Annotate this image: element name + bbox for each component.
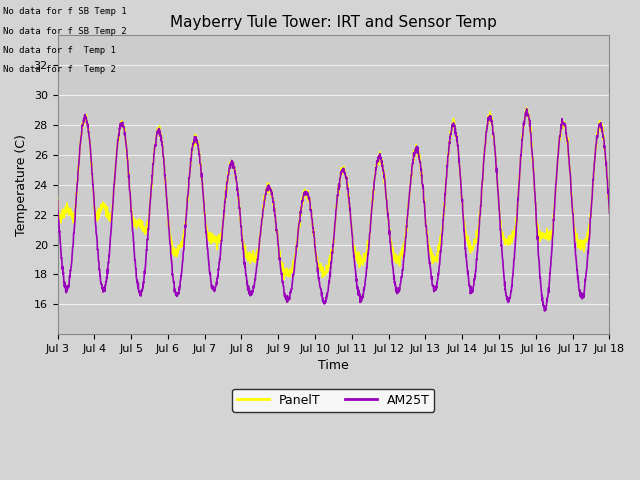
- Text: No data for f SB Temp 2: No data for f SB Temp 2: [3, 26, 127, 36]
- X-axis label: Time: Time: [318, 360, 349, 372]
- Text: No data for f SB Temp 1: No data for f SB Temp 1: [3, 7, 127, 16]
- Text: No data for f  Temp 1: No data for f Temp 1: [3, 46, 116, 55]
- Legend: PanelT, AM25T: PanelT, AM25T: [232, 389, 435, 411]
- Title: Mayberry Tule Tower: IRT and Sensor Temp: Mayberry Tule Tower: IRT and Sensor Temp: [170, 15, 497, 30]
- Y-axis label: Temperature (C): Temperature (C): [15, 134, 28, 236]
- Text: No data for f  Temp 2: No data for f Temp 2: [3, 65, 116, 74]
